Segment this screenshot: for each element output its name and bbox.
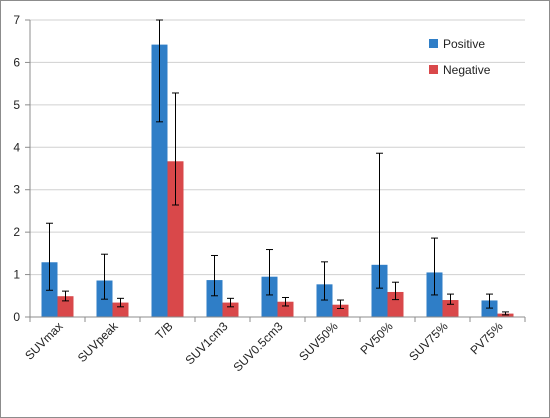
gridlines [30, 19, 525, 276]
legend-label-positive: Positive [443, 37, 485, 51]
y-tick-label: 4 [13, 140, 20, 154]
x-tick-label: SUVpeak [75, 319, 121, 365]
bar-negative-3 [222, 302, 239, 317]
bar-negative-5 [332, 304, 349, 317]
x-tick-label: T/B [153, 319, 176, 342]
x-tick-label: SUV0.5cm3 [230, 319, 285, 374]
x-tick-label: SUV50% [296, 319, 341, 364]
x-tick-label: SUV1cm3 [183, 319, 231, 367]
bar-positive-4 [261, 276, 278, 317]
y-tick-label: 7 [13, 13, 20, 27]
legend-swatch-negative [429, 65, 438, 74]
bar-positive-3 [206, 280, 223, 317]
bar-positive-8 [481, 300, 498, 317]
bar-negative-2 [167, 161, 184, 317]
y-tick-label: 3 [13, 183, 20, 197]
y-tick-label: 5 [13, 98, 20, 112]
error-bars [46, 19, 509, 316]
bar-negative-1 [112, 302, 129, 317]
bars [41, 44, 514, 317]
legend-swatch-positive [429, 39, 438, 48]
bar-negative-6 [387, 291, 404, 317]
x-tick-label: PV75% [467, 319, 505, 357]
legend: Positive Negative [429, 37, 491, 77]
x-tick-labels: SUVmax SUVpeak T/B SUV1cm3 SUV0.5cm3 SUV50% PV… [22, 319, 506, 375]
x-tick-label: PV50% [357, 319, 395, 357]
y-tick-label: 1 [13, 268, 20, 282]
y-tick-labels: 0 1 2 3 4 5 6 7 [13, 13, 20, 324]
bar-negative-4 [277, 301, 294, 317]
y-tick-label: 0 [13, 310, 20, 324]
legend-label-negative: Negative [443, 63, 491, 77]
x-tick-label: SUV75% [406, 319, 451, 364]
bar-negative-0 [57, 296, 74, 317]
bar-positive-2 [151, 44, 168, 317]
bar-positive-5 [316, 284, 333, 317]
y-tick-label: 2 [13, 225, 20, 239]
x-tick-label: SUVmax [22, 319, 65, 362]
y-tick-label: 6 [13, 55, 20, 69]
axes [25, 19, 526, 322]
bar-negative-7 [442, 300, 459, 317]
bar-positive-6 [371, 264, 388, 317]
